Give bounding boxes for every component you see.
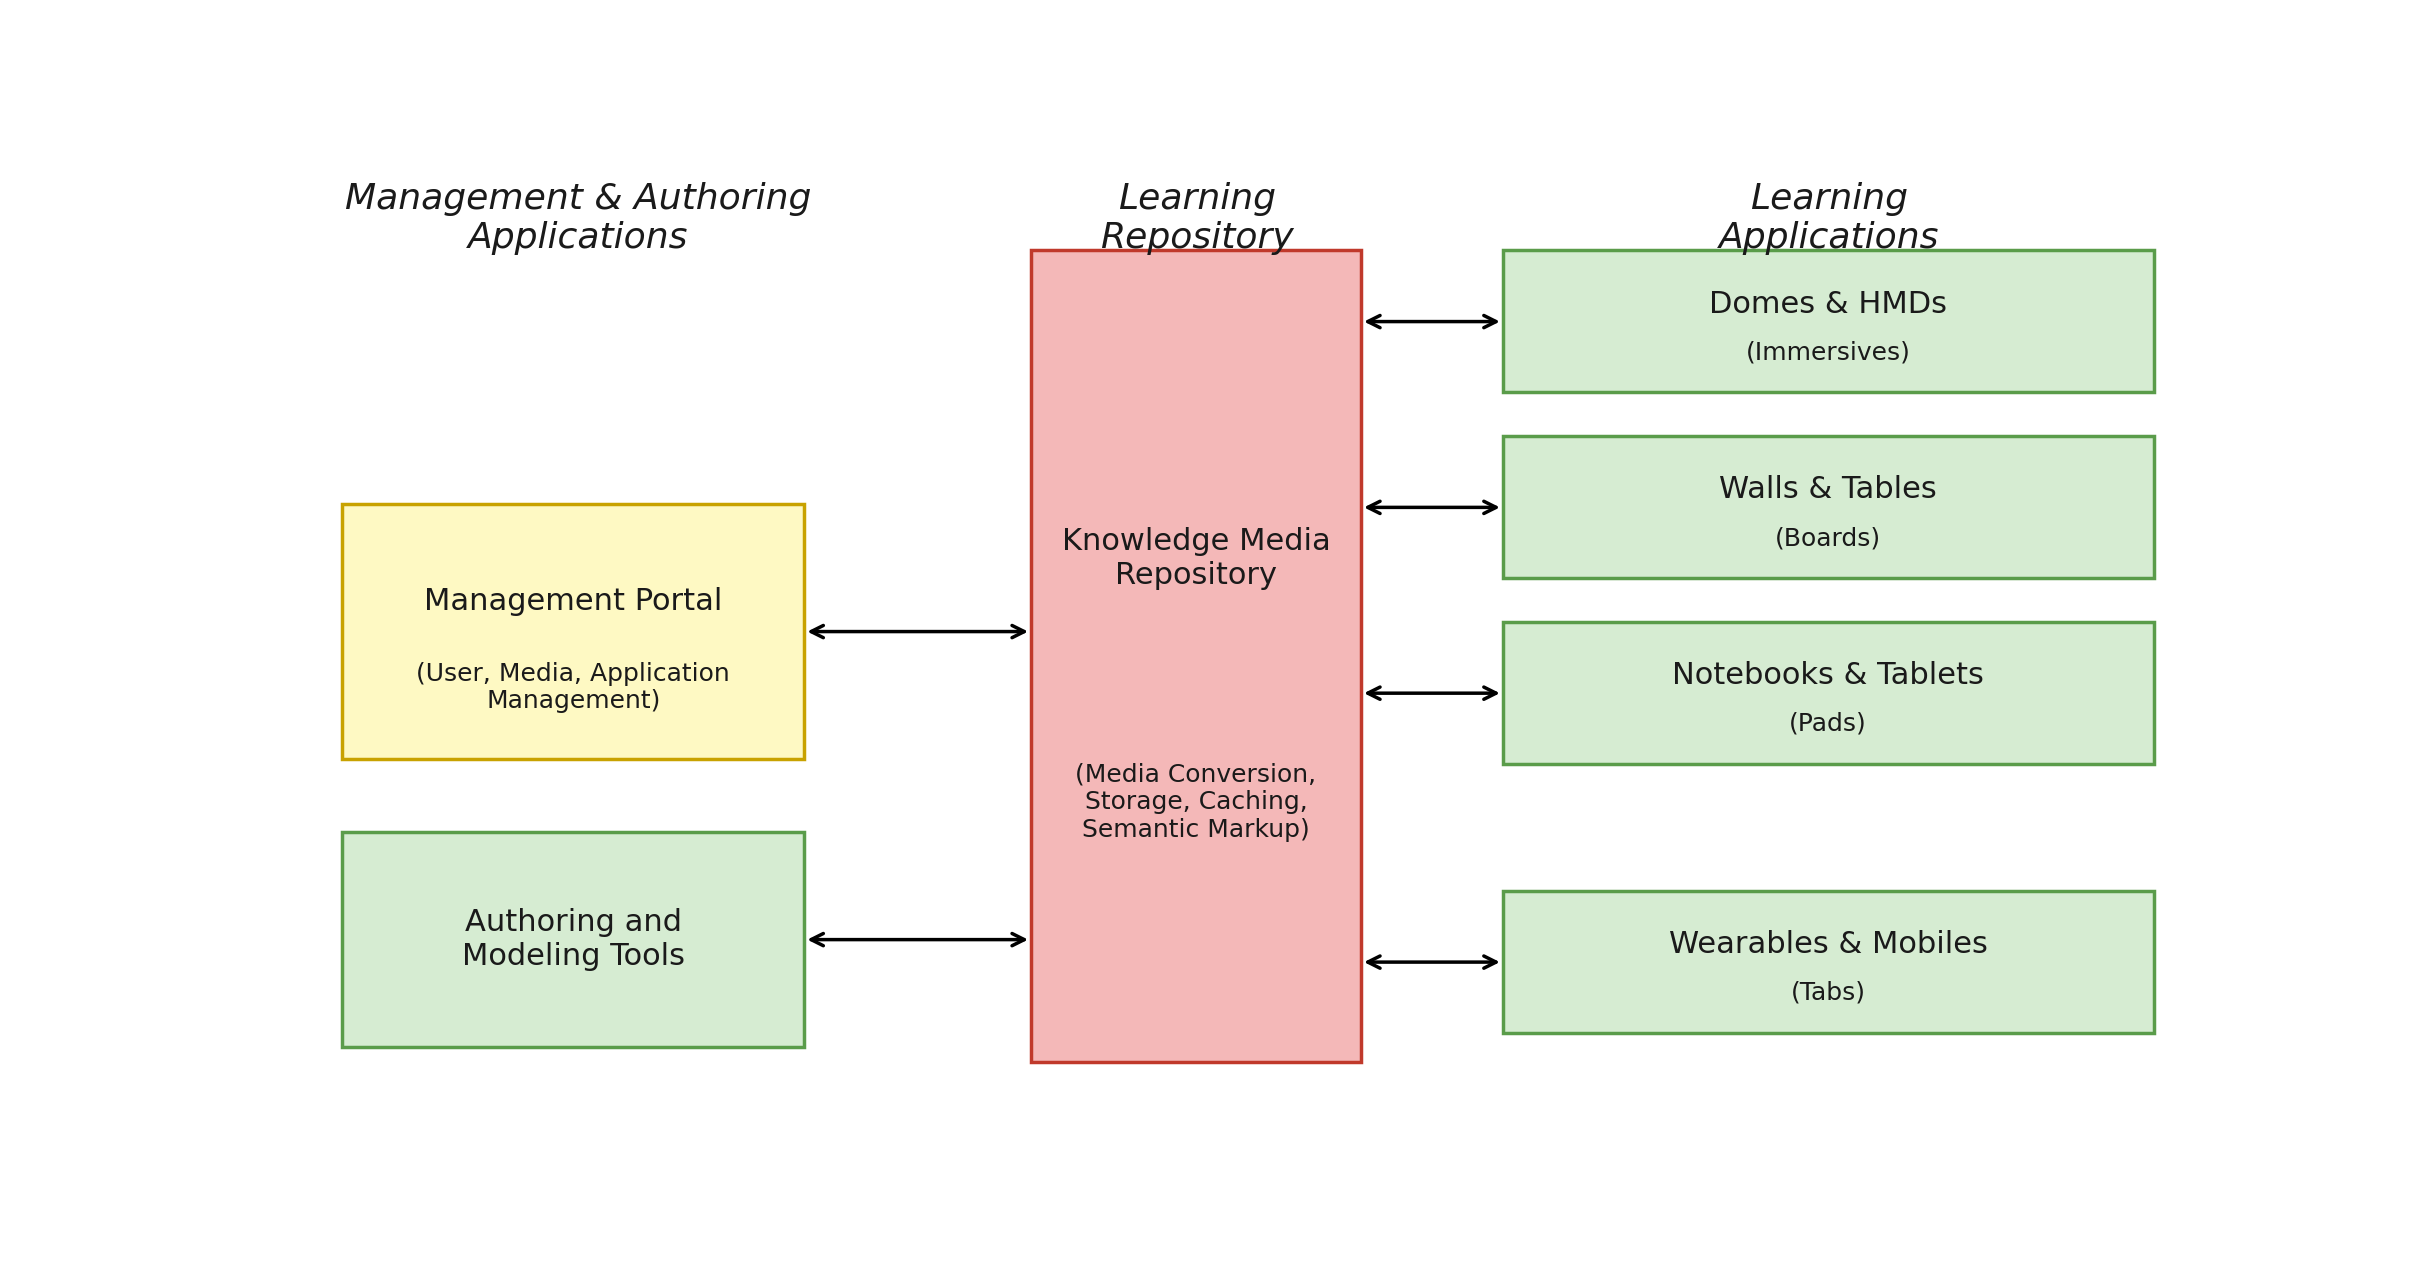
Text: Domes & HMDs: Domes & HMDs [1709, 290, 1948, 319]
FancyBboxPatch shape [1502, 250, 2153, 392]
FancyBboxPatch shape [1030, 250, 1361, 1062]
Text: Knowledge Media
Repository: Knowledge Media Repository [1062, 527, 1330, 591]
Text: (Immersives): (Immersives) [1746, 340, 1911, 364]
Text: Learning
Applications: Learning Applications [1719, 182, 1938, 255]
Text: Learning
Repository: Learning Repository [1101, 182, 1293, 255]
Text: Walls & Tables: Walls & Tables [1719, 475, 1938, 504]
Text: (Media Conversion,
Storage, Caching,
Semantic Markup): (Media Conversion, Storage, Caching, Sem… [1076, 762, 1317, 842]
Text: (Pads): (Pads) [1790, 712, 1868, 735]
Text: Wearables & Mobiles: Wearables & Mobiles [1668, 930, 1987, 959]
Text: Management & Authoring
Applications: Management & Authoring Applications [346, 182, 811, 255]
FancyBboxPatch shape [1502, 436, 2153, 578]
FancyBboxPatch shape [1502, 890, 2153, 1033]
Text: Management Portal: Management Portal [424, 587, 723, 616]
Text: Authoring and
Modeling Tools: Authoring and Modeling Tools [463, 908, 684, 970]
Text: (Tabs): (Tabs) [1790, 980, 1865, 1005]
FancyBboxPatch shape [341, 504, 804, 758]
Text: (Boards): (Boards) [1775, 526, 1882, 550]
FancyBboxPatch shape [341, 832, 804, 1048]
Text: (User, Media, Application
Management): (User, Media, Application Management) [416, 662, 730, 714]
Text: Notebooks & Tablets: Notebooks & Tablets [1673, 662, 1985, 690]
FancyBboxPatch shape [1502, 622, 2153, 763]
